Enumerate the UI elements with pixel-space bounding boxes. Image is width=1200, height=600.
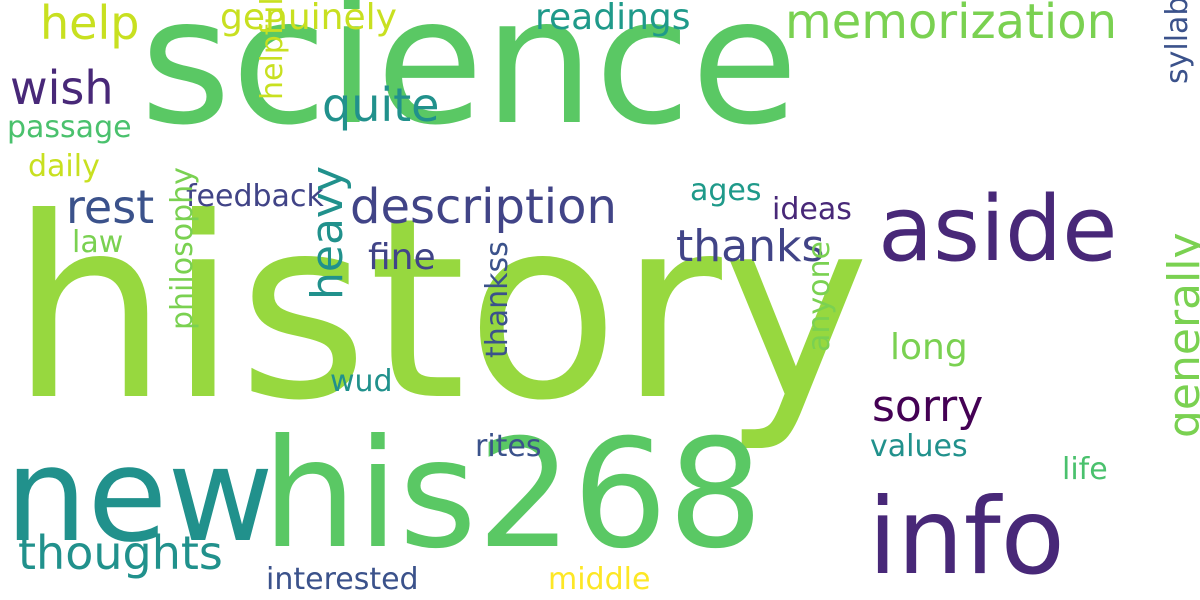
word-syllabus: syllabus <box>1160 0 1195 84</box>
word-wish: wish <box>10 61 114 115</box>
word-his268: his268 <box>262 408 764 582</box>
word-sorry: sorry <box>872 381 984 432</box>
word-passage: passage <box>7 110 132 145</box>
word-law: law <box>72 225 124 260</box>
word-readings: readings <box>535 0 691 38</box>
word-aside: aside <box>878 177 1118 282</box>
word-life: life <box>1062 452 1108 487</box>
word-values: values <box>870 429 968 464</box>
word-long: long <box>890 327 968 368</box>
word-help: help <box>40 0 140 50</box>
word-anyone: anyone <box>802 241 837 352</box>
word-rites: rites <box>475 429 542 464</box>
word-genuinely: genuinely <box>220 0 397 38</box>
word-daily: daily <box>28 149 100 184</box>
word-helpful: helpful <box>255 0 290 100</box>
word-science: science <box>140 0 799 164</box>
word-history: history <box>10 164 870 455</box>
word-thankss: thankss <box>480 241 515 358</box>
word-wud: wud <box>330 364 393 399</box>
word-generally: generally <box>1159 232 1200 439</box>
word-info: info <box>868 476 1065 598</box>
word-description: description <box>350 179 617 235</box>
word-memorization: memorization <box>785 0 1118 50</box>
word-ages: ages <box>690 173 762 208</box>
word-new: new <box>5 419 274 571</box>
word-interested: interested <box>266 562 419 597</box>
word-thanks: thanks <box>676 221 825 272</box>
word-middle: middle <box>548 562 651 597</box>
word-thoughts: thoughts <box>18 526 223 580</box>
word-feedback: feedback <box>186 179 324 214</box>
word-rest: rest <box>66 180 155 234</box>
word-ideas: ideas <box>772 192 852 227</box>
word-philosophy: philosophy <box>165 167 200 330</box>
word-quite: quite <box>322 78 440 132</box>
word-fine: fine <box>368 237 436 278</box>
